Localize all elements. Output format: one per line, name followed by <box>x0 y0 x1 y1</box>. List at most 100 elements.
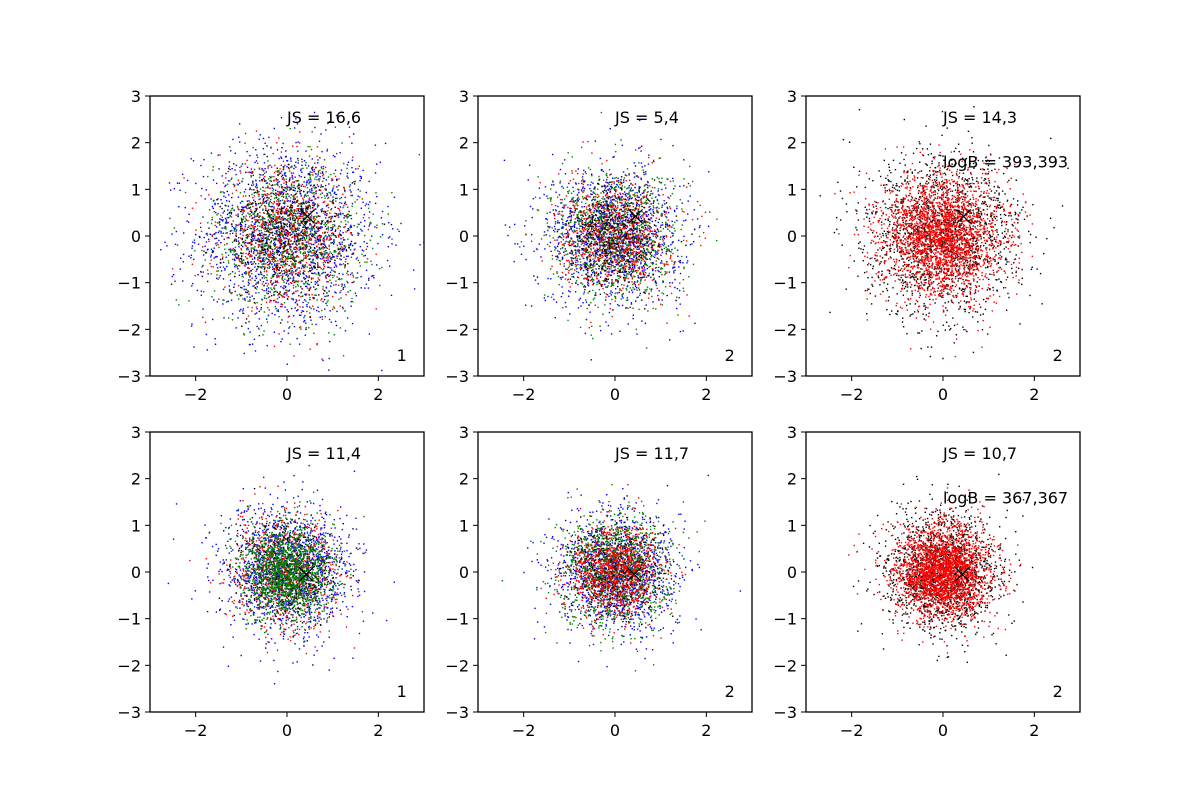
scatter-point <box>285 257 287 260</box>
scatter-point <box>229 248 232 250</box>
scatter-point <box>289 231 291 234</box>
scatter-point <box>340 237 342 240</box>
scatter-point <box>232 220 234 222</box>
scatter-point <box>289 200 291 203</box>
scatter-point <box>331 241 334 244</box>
scatter-point <box>278 238 281 240</box>
scatter-point <box>217 270 220 272</box>
scatter-point <box>302 229 304 231</box>
scatter-point <box>259 219 262 221</box>
scatter-point <box>645 214 647 216</box>
scatter-point <box>251 240 253 242</box>
scatter-point <box>645 215 648 218</box>
scatter-point <box>249 255 251 258</box>
scatter-point <box>225 232 227 234</box>
scatter-point <box>322 243 325 245</box>
scatter-point <box>346 230 349 232</box>
scatter-point <box>294 280 296 283</box>
scatter-point <box>300 193 302 195</box>
scatter-point <box>277 247 279 249</box>
scatter-point <box>288 179 291 181</box>
scatter-point <box>622 293 624 295</box>
scatter-point <box>320 133 322 135</box>
scatter-point <box>313 196 316 198</box>
scatter-point <box>274 280 277 282</box>
scatter-point <box>303 213 305 215</box>
scatter-point <box>234 266 236 268</box>
scatter-points <box>503 111 718 361</box>
scatter-point <box>305 195 307 197</box>
scatter-point <box>280 210 282 212</box>
scatter-point <box>357 232 359 234</box>
scatter-point <box>321 196 323 199</box>
scatter-point <box>280 164 282 167</box>
scatter-point <box>569 210 571 213</box>
scatter-point <box>326 301 328 303</box>
scatter-point <box>303 247 305 249</box>
scatter-point <box>324 200 326 203</box>
scatter-point <box>239 225 242 228</box>
scatter-point <box>202 216 204 218</box>
scatter-point <box>672 266 675 268</box>
scatter-point <box>280 226 282 228</box>
scatter-point <box>256 208 258 210</box>
scatter-point <box>279 244 282 247</box>
scatter-point <box>263 221 265 223</box>
scatter-point <box>334 156 336 158</box>
scatter-point <box>340 196 343 199</box>
scatter-point <box>280 175 283 178</box>
scatter-point <box>284 174 286 177</box>
scatter-point <box>677 255 679 258</box>
scatter-point <box>243 334 246 336</box>
scatter-point <box>302 199 305 201</box>
scatter-point <box>299 248 301 250</box>
scatter-point <box>227 170 229 173</box>
scatter-point <box>671 282 674 284</box>
scatter-point <box>231 291 233 294</box>
scatter-point <box>276 167 278 169</box>
scatter-point <box>292 277 295 280</box>
scatter-point <box>230 251 232 253</box>
scatter-point <box>345 248 348 251</box>
scatter-point <box>288 207 291 209</box>
scatter-point <box>170 189 172 191</box>
scatter-point <box>295 290 297 293</box>
scatter-point <box>321 247 323 249</box>
scatter-point <box>257 258 259 260</box>
scatter-point <box>341 193 344 195</box>
scatter-point <box>301 171 303 173</box>
scatter-point <box>276 268 278 271</box>
scatter-point <box>229 150 232 152</box>
scatter-point <box>317 221 320 224</box>
scatter-point <box>305 150 307 152</box>
scatter-point <box>238 298 240 300</box>
scatter-point <box>253 199 255 201</box>
scatter-point <box>349 214 351 217</box>
scatter-point <box>253 257 256 260</box>
scatter-point <box>288 226 291 228</box>
scatter-point <box>244 229 247 232</box>
scatter-point <box>297 209 300 211</box>
scatter-point <box>340 234 342 237</box>
scatter-point <box>250 244 252 246</box>
scatter-point <box>274 272 277 275</box>
scatter-point <box>673 209 676 212</box>
scatter-point <box>276 227 279 229</box>
scatter-point <box>240 165 243 167</box>
scatter-point <box>339 263 341 266</box>
scatter-point <box>292 219 294 222</box>
scatter-point <box>284 271 286 273</box>
scatter-point <box>319 169 321 172</box>
scatter-point <box>291 181 294 183</box>
scatter-point <box>240 247 242 250</box>
scatter-point <box>338 298 340 300</box>
scatter-point <box>314 280 316 283</box>
scatter-point <box>336 213 338 215</box>
scatter-point <box>325 195 328 197</box>
scatter-point <box>292 287 295 289</box>
scatter-point <box>248 271 251 274</box>
scatter-point <box>284 213 286 215</box>
scatter-point <box>271 208 274 211</box>
scatter-point <box>166 245 168 247</box>
scatter-point <box>340 245 343 248</box>
